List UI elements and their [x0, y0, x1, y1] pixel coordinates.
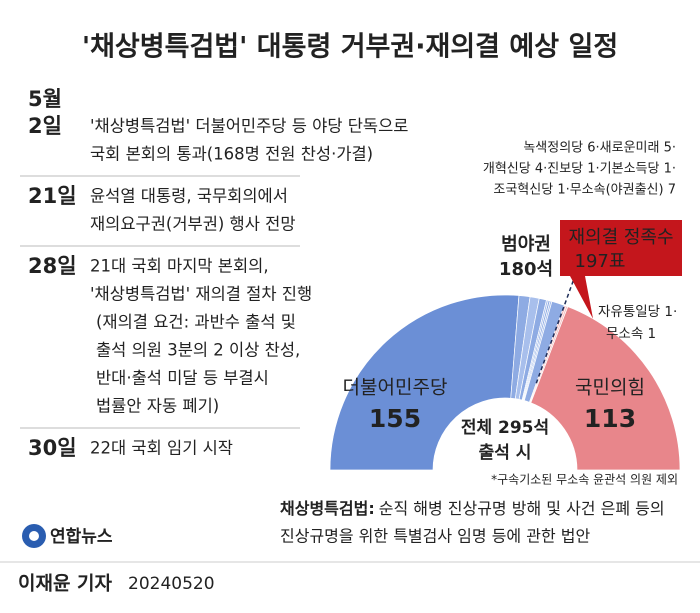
minor-opposition-note: 녹색정의당 6·새로운미래 5·	[523, 141, 676, 156]
timeline-date: 21일	[28, 184, 77, 208]
timeline-text: 윤석열 대통령, 국무회의에서	[90, 187, 288, 206]
credit: 이재윤 기자	[18, 573, 113, 595]
minor-opposition-note: 조국혁신당 1·무소속(야권출신) 7	[493, 183, 676, 198]
logo-icon	[29, 531, 39, 541]
title: '채상병특검법' 대통령 거부권·재의결 예상 일정	[82, 32, 618, 63]
threshold-name: 재의결 정족수	[568, 227, 673, 248]
definition-text: 진상규명을 위한 특별검사 임명 등에 관한 법안	[280, 527, 590, 546]
timeline-date: 28일	[28, 254, 77, 278]
minor-ruling-note: 무소속 1	[606, 326, 656, 342]
total-label: 출석 시	[479, 443, 532, 463]
timeline-text: 법률안 자동 폐기)	[96, 397, 219, 416]
minor-opposition-note: 개혁신당 4·진보당 1·기본소득당 1·	[483, 162, 676, 177]
slice-label: 더불어민주당	[343, 377, 448, 399]
threshold-label: 197표	[575, 251, 626, 272]
date: 20240520	[128, 574, 215, 594]
logo-text: 연합뉴스	[50, 526, 113, 547]
timeline-text: '채상병특검법' 더불어민주당 등 야당 단독으로	[90, 117, 408, 136]
timeline-date: 5월	[28, 87, 62, 111]
timeline-text: (재의결 요건: 과반수 출석 및	[96, 313, 296, 332]
opposition-line	[535, 276, 576, 384]
slice-value: 113	[584, 404, 636, 433]
slice-value: 155	[369, 404, 421, 433]
timeline-text: 출석 의원 3분의 2 이상 찬성,	[96, 341, 300, 360]
logo: 연합뉴스	[22, 524, 113, 548]
opposition-name: 범야권	[501, 234, 551, 255]
timeline-date: 2일	[28, 114, 62, 138]
slice-label: 국민의힘	[575, 377, 645, 399]
timeline-text: '채상병특검법' 재의결 절차 진행	[90, 285, 312, 304]
timeline-text: 국회 본회의 통과(168명 전원 찬성·가결)	[90, 145, 373, 164]
timeline-text: 재의요구권(거부권) 행사 전망	[90, 215, 296, 234]
footnote: *구속기소된 무소속 윤관석 의원 제외	[491, 473, 678, 487]
seat-slice	[329, 294, 520, 471]
timeline-text: 21대 국회 마지막 본회의,	[90, 257, 269, 276]
timeline-text: 22대 국회 임기 시작	[90, 439, 233, 458]
definition-term: 채상병특검법:	[280, 499, 375, 518]
timeline-date: 30일	[28, 436, 77, 460]
definition-text: 순직 해병 진상규명 방해 및 사건 은폐 등의	[379, 499, 665, 518]
definition: 채상병특검법: 순직 해병 진상규명 방해 및 사건 은폐 등의	[280, 499, 665, 518]
minor-ruling-note: 자유통일당 1·	[598, 304, 677, 320]
seat-slice	[530, 306, 681, 471]
threshold-callout	[560, 220, 682, 319]
total-label: 전체 295석	[461, 418, 549, 438]
timeline-text: 반대·출석 미달 등 부결시	[96, 369, 269, 388]
opposition-label: 180석	[499, 259, 553, 280]
